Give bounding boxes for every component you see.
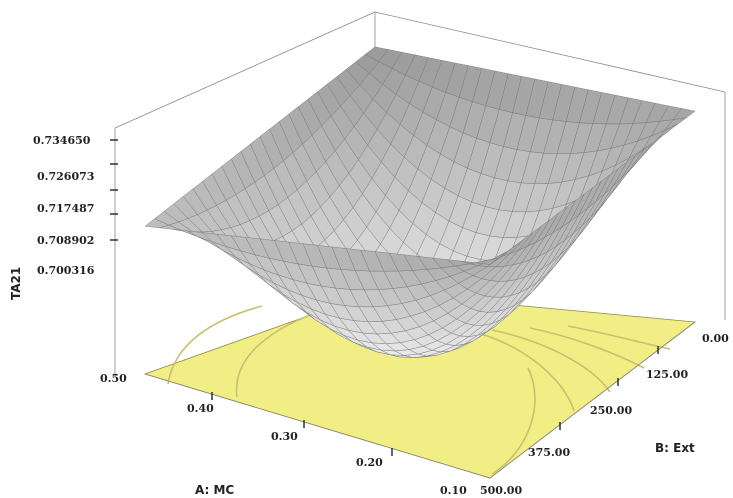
ext-tick-label: 500.00: [480, 484, 522, 497]
response-surface: [144, 46, 696, 358]
contour-line: [529, 327, 645, 369]
ext-axis-line: [489, 321, 696, 479]
z-tick-label: 0.734650: [33, 134, 91, 147]
mc-axis-line: [144, 373, 491, 479]
ext-tick-label: 125.00: [646, 368, 688, 381]
front-frame: [114, 128, 696, 479]
z-tick-label: 0.700316: [37, 264, 95, 277]
mc-tick-label: 0.50: [100, 372, 127, 385]
z-tick-label: 0.717487: [37, 202, 94, 215]
floor-contours: [167, 305, 671, 475]
mc-axis-title: A: MC: [195, 483, 234, 497]
mc-tick-label: 0.30: [271, 430, 298, 443]
ext-tick-label: 250.00: [590, 404, 632, 417]
contour-line: [567, 325, 671, 350]
ext-tick-label: 0.00: [702, 332, 729, 345]
surface-cell: [475, 257, 499, 265]
mc-tick-label: 0.40: [187, 402, 214, 415]
mc-tick-label: 0.10: [440, 484, 467, 497]
tick-marks: [110, 139, 659, 456]
ext-tick-label: 375.00: [528, 446, 570, 459]
contour-line: [491, 367, 536, 475]
back-frame-top-right: [374, 11, 726, 93]
contour-line: [167, 305, 263, 385]
ext-axis-title: B: Ext: [655, 441, 695, 455]
mc-tick-label: 0.20: [356, 456, 383, 469]
z-axis-title: TA21: [9, 267, 23, 300]
z-tick-label: 0.708902: [37, 234, 94, 247]
back-frame-top-left: [114, 11, 376, 129]
z-tick-label: 0.726073: [37, 170, 94, 183]
contour-line: [491, 329, 611, 393]
